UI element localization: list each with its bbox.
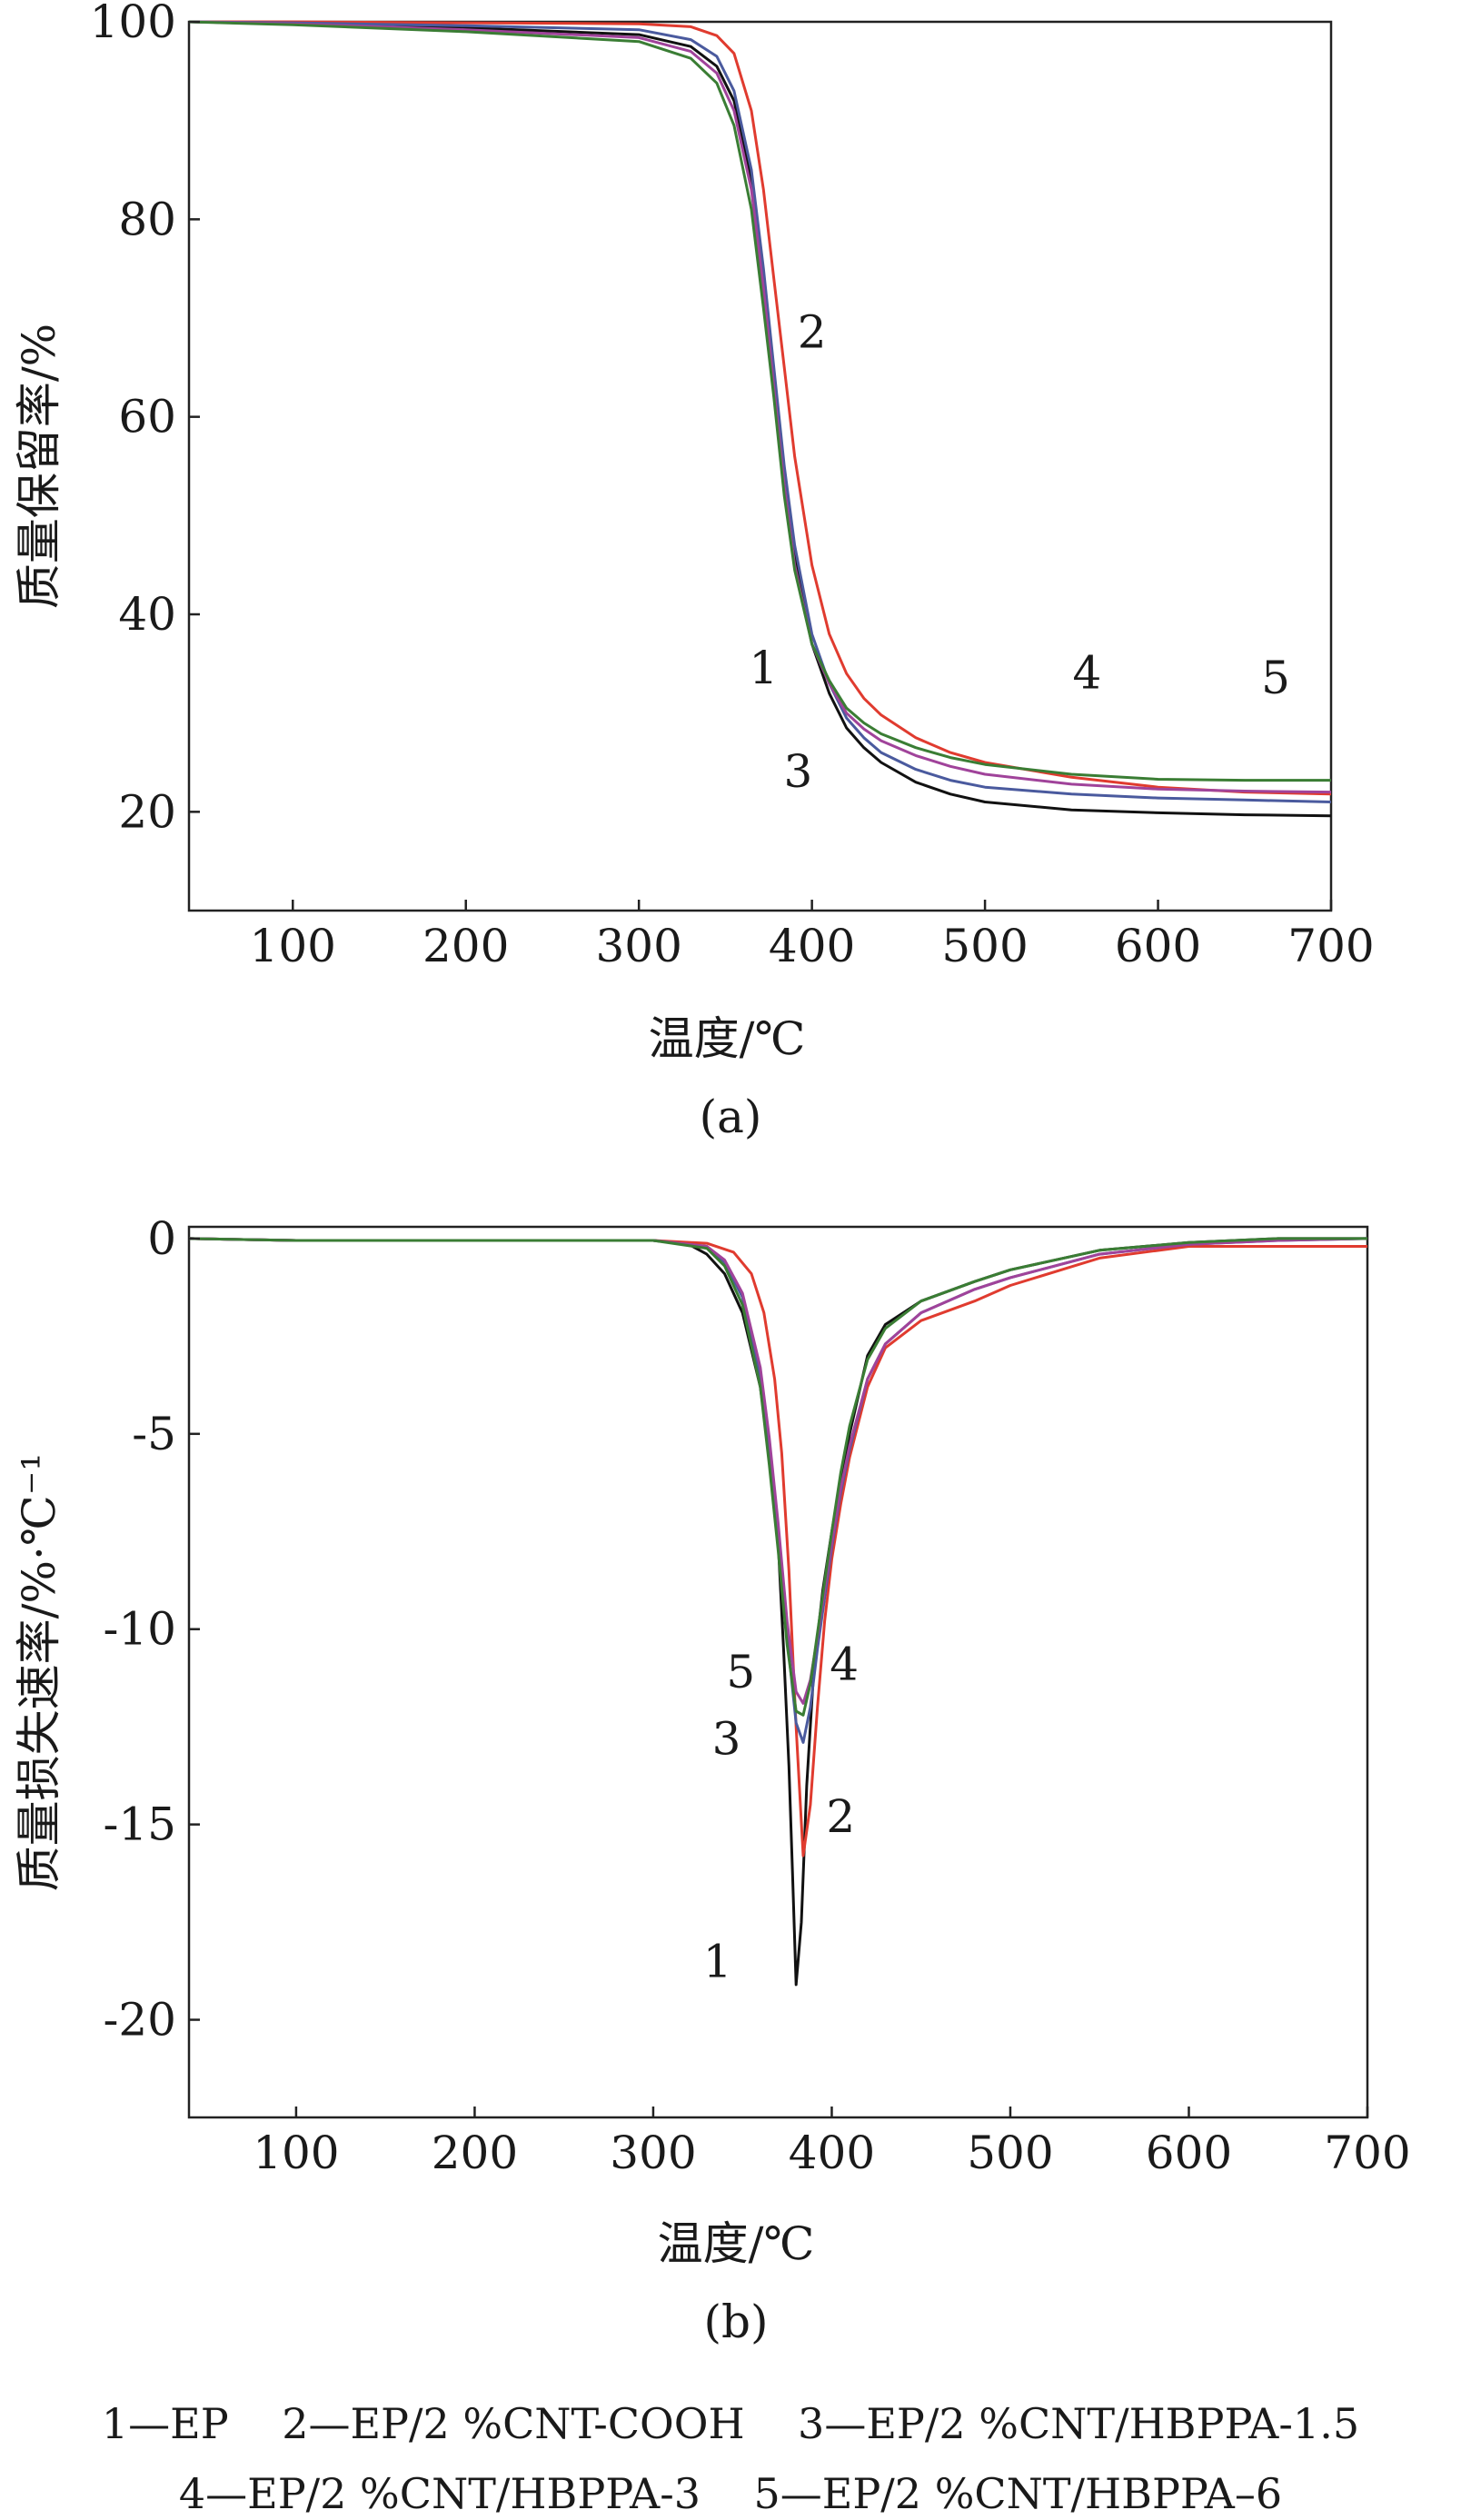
panel-b-series-1-line bbox=[188, 1237, 1367, 1987]
panel-a-label: (a) bbox=[700, 1091, 762, 1143]
panel-b-y-tick-label: -20 bbox=[103, 1994, 176, 2047]
panel-a-x-tick-label: 300 bbox=[595, 920, 681, 972]
panel-a-x-tick-label: 600 bbox=[1115, 920, 1201, 972]
panel-b-series-3-line bbox=[188, 1237, 1368, 1744]
panel-a-annotations: 2 13 4 5 bbox=[749, 306, 1290, 799]
panel-b-series-4-line bbox=[188, 1237, 1368, 1705]
panel-b-curve-label-2: 2 bbox=[826, 1790, 855, 1843]
panel-b-y-tick-label: -15 bbox=[103, 1798, 176, 1851]
panel-a-series-3-line bbox=[188, 20, 1332, 803]
panel-a-x-tick-label: 400 bbox=[769, 920, 855, 972]
panel-b-annotations: 5 4 3 2 1 bbox=[703, 1638, 859, 1988]
panel-a-x-tick-label: 100 bbox=[250, 920, 336, 972]
panel-a-plot-frame bbox=[187, 20, 1333, 912]
panel-b-ticks: 100 200 300 400 500 600 700 0 -5 -10 -15 -20 bbox=[103, 1212, 1410, 2179]
legend: 1—EP 2—EP/2 %CNT-COOH 3—EP/2 %CNT/HBPPA-… bbox=[102, 2399, 1359, 2518]
panel-a-x-tick-label: 700 bbox=[1287, 920, 1374, 972]
legend-line-1: 1—EP 2—EP/2 %CNT-COOH 3—EP/2 %CNT/HBPPA-… bbox=[102, 2399, 1359, 2448]
panel-a-curve-label-3: 3 bbox=[783, 745, 812, 798]
panel-a-series-5-line bbox=[188, 20, 1331, 782]
panel-b-x-tick-label: 700 bbox=[1324, 2127, 1410, 2179]
panel-b-y-tick-label: -5 bbox=[132, 1408, 176, 1460]
panel-b-y-tick-label: -10 bbox=[103, 1603, 176, 1656]
panel-b-series-5-line bbox=[188, 1237, 1367, 1717]
panel-a-x-tick-label: 200 bbox=[422, 920, 509, 972]
panel-a-curve-label-5: 5 bbox=[1261, 652, 1290, 704]
panel-a-y-axis-title: 质量保留率/% bbox=[13, 324, 65, 609]
panel-a-y-tick-label: 60 bbox=[118, 391, 176, 443]
panel-a-y-tick-label: 100 bbox=[90, 0, 176, 48]
panel-b-x-tick-label: 400 bbox=[789, 2127, 875, 2179]
panel-a-x-axis-title: 温度/℃ bbox=[649, 1012, 806, 1065]
panel-b-label: (b) bbox=[703, 2296, 768, 2348]
panel-b-y-tick-label: 0 bbox=[147, 1212, 176, 1265]
panel-a-x-tick-label: 500 bbox=[941, 920, 1028, 972]
panel-b-y-axis-title: 质量损失速率/%·℃⁻¹ bbox=[13, 1453, 65, 1892]
legend-line-2: 4—EP/2 %CNT/HBPPA-3 5—EP/2 %CNT/HBPPA–6 bbox=[179, 2469, 1282, 2518]
panel-a-ticks: 100 200 300 400 500 600 700 20 40 60 80 100 bbox=[90, 0, 1375, 972]
panel-b-curve-label-5: 5 bbox=[726, 1646, 755, 1698]
panel-a-series-group bbox=[188, 20, 1332, 818]
panel-a-curve-label-2: 2 bbox=[798, 306, 827, 359]
panel-b-plot-frame bbox=[187, 1225, 1369, 2119]
panel-b-curve-label-1: 1 bbox=[703, 1935, 732, 1987]
panel-a-chart: 100 200 300 400 500 600 700 20 40 60 80 100 2 13 4 5 温… bbox=[13, 0, 1375, 1143]
panel-a-curve-label-4: 4 bbox=[1073, 647, 1102, 700]
panel-b-series-2-line bbox=[188, 1237, 1367, 1858]
panel-b-x-tick-label: 600 bbox=[1146, 2127, 1232, 2179]
panel-b-series-group bbox=[188, 1237, 1368, 1987]
panel-a-y-tick-label: 40 bbox=[118, 588, 176, 641]
panel-b-x-tick-label: 500 bbox=[967, 2127, 1053, 2179]
panel-b-x-tick-label: 200 bbox=[432, 2127, 518, 2179]
panel-b-curve-label-3: 3 bbox=[712, 1712, 741, 1765]
panel-a-series-1-line bbox=[188, 20, 1332, 818]
panel-b-x-tick-label: 100 bbox=[253, 2127, 339, 2179]
panel-a-curve-label-1: 1 bbox=[749, 642, 778, 694]
panel-b-x-tick-label: 300 bbox=[610, 2127, 696, 2179]
panel-b-curve-label-4: 4 bbox=[830, 1638, 859, 1691]
panel-a-y-tick-label: 20 bbox=[118, 785, 176, 838]
panel-a-y-tick-label: 80 bbox=[118, 193, 176, 245]
panel-b-x-axis-title: 温度/℃ bbox=[658, 2217, 815, 2270]
